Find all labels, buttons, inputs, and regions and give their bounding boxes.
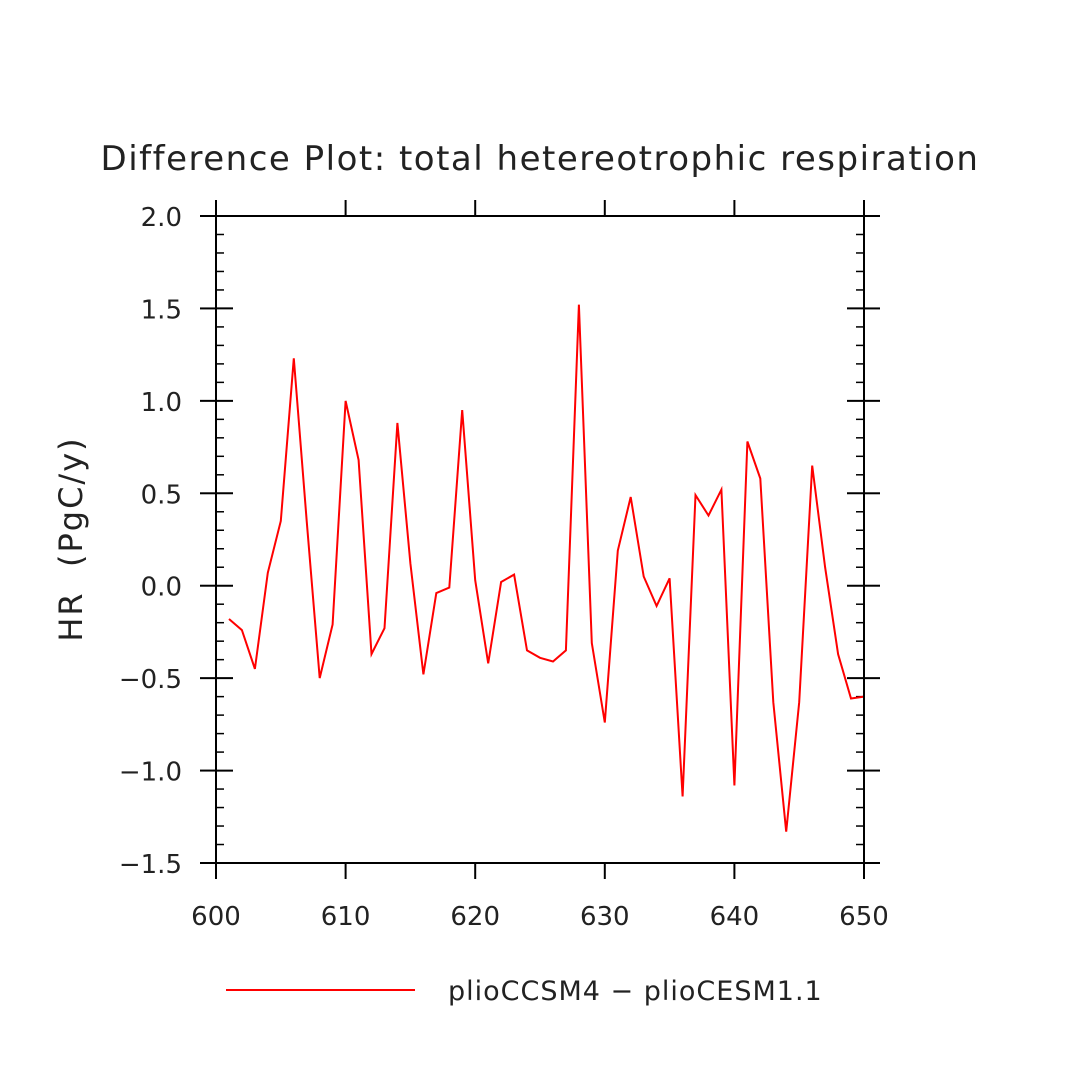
series-layer bbox=[228, 304, 865, 832]
y-tick-label: −1.0 bbox=[119, 758, 182, 788]
x-tick-label: 640 bbox=[710, 902, 760, 932]
legend-label: plioCCSM4 − plioCESM1.1 bbox=[448, 976, 823, 1007]
x-tick-label: 650 bbox=[839, 902, 889, 932]
y-tick-label: −1.5 bbox=[119, 850, 182, 880]
y-axis-label: HR (PgC/y) bbox=[52, 436, 90, 641]
y-tick-label: 0.5 bbox=[141, 480, 182, 510]
plot-frame bbox=[215, 215, 865, 864]
x-tick-label: 610 bbox=[321, 902, 371, 932]
y-tick-label: 1.5 bbox=[141, 295, 182, 325]
y-tick-label: −0.5 bbox=[119, 665, 182, 695]
axis-ticks bbox=[200, 200, 880, 879]
tick-labels: −1.5 −1.0 −0.5 0.0 0.5 1.0 1.5 2.0 600 610 620 630 6… bbox=[119, 203, 889, 932]
y-tick-label: 0.0 bbox=[141, 573, 182, 603]
chart-title: Difference Plot: total hetereotrophic re… bbox=[101, 139, 980, 179]
x-tick-label: 600 bbox=[191, 902, 241, 932]
y-tick-label: 2.0 bbox=[141, 203, 182, 233]
legend: plioCCSM4 − plioCESM1.1 bbox=[226, 976, 823, 1007]
x-tick-label: 630 bbox=[580, 902, 630, 932]
x-tick-label: 620 bbox=[450, 902, 500, 932]
y-tick-label: 1.0 bbox=[141, 388, 182, 418]
series-line bbox=[228, 304, 865, 832]
